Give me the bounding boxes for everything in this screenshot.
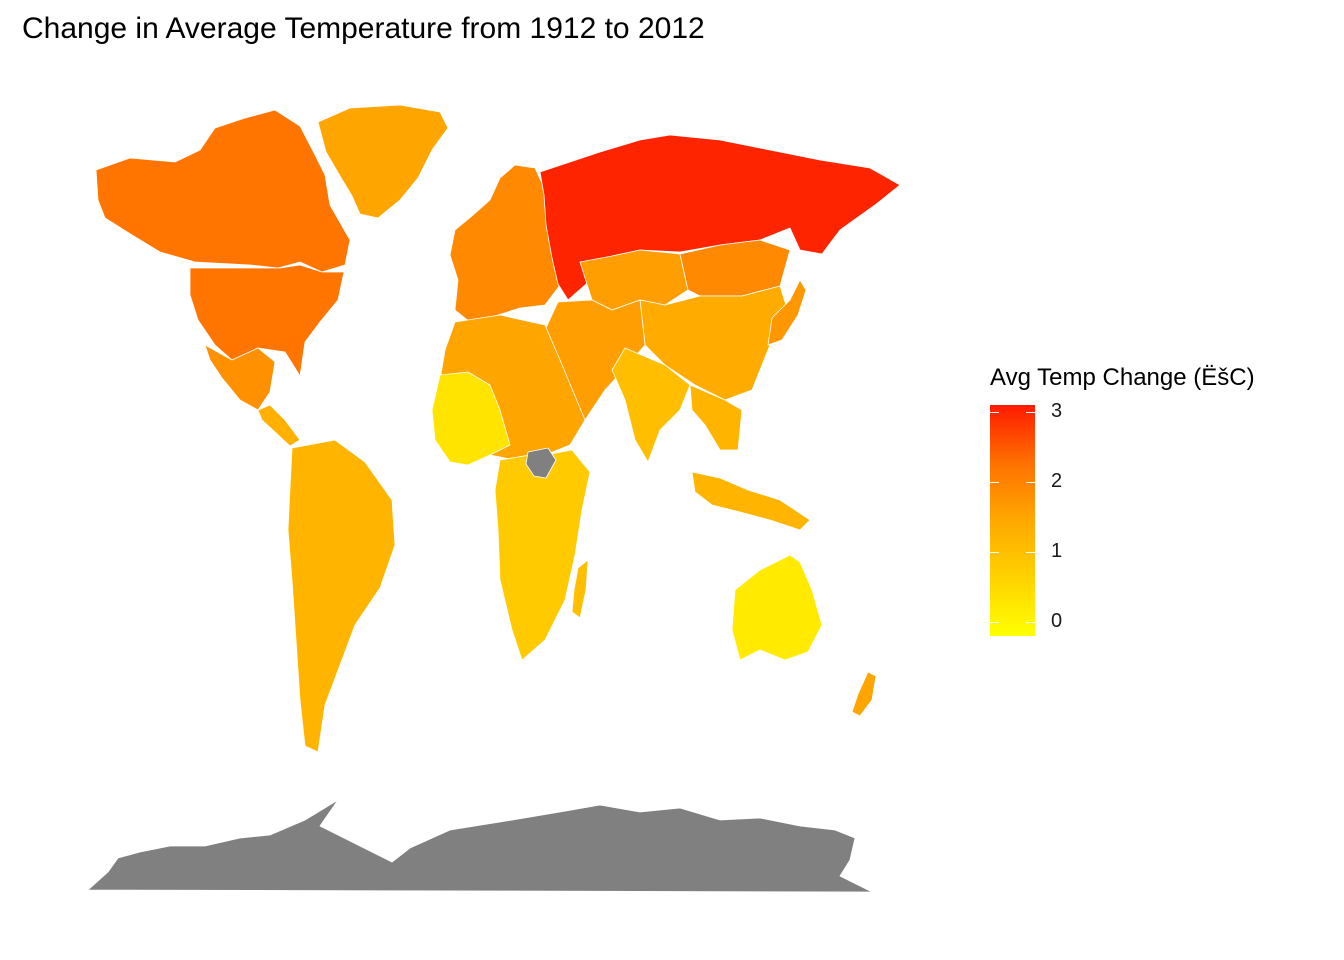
region-australia (731, 554, 823, 661)
legend-tick-mark (990, 622, 999, 623)
region-madagascar (571, 559, 589, 619)
region-south-america (287, 439, 396, 753)
region-greenland (317, 104, 449, 219)
legend-tick-mark (1026, 412, 1035, 413)
region-new-zealand (851, 671, 877, 717)
legend-tick-mark (990, 552, 999, 553)
region-united-states (189, 264, 345, 377)
world-map (87, 104, 901, 893)
region-southeast-asia (689, 384, 743, 451)
legend-title: Avg Temp Change (ËšC) (990, 364, 1255, 391)
region-japan (767, 279, 807, 346)
legend-tick-mark (1026, 552, 1035, 553)
map-title: Change in Average Temperature from 1912 … (22, 12, 705, 45)
region-central-america (257, 404, 301, 447)
legend-tick-label: 3 (1051, 400, 1063, 422)
legend-tick-mark (990, 412, 999, 413)
legend-tick-label: 0 (1051, 610, 1063, 632)
legend-tick-label: 2 (1051, 470, 1063, 492)
region-india (611, 347, 691, 463)
region-antarctica (87, 799, 873, 893)
region-russia (539, 134, 901, 301)
region-west-africa (431, 371, 511, 466)
region-south-sudan (525, 447, 557, 479)
region-indonesia (691, 471, 811, 531)
region-central-southern-africa (494, 449, 591, 661)
legend-tick-mark (1026, 622, 1035, 623)
region-canada (95, 109, 351, 273)
legend-tick-mark (990, 482, 999, 483)
legend-colorbar (990, 405, 1035, 636)
legend-tick-mark (1026, 482, 1035, 483)
legend-tick-label: 1 (1051, 540, 1063, 562)
region-kazakhstan (579, 249, 689, 311)
region-mexico (204, 344, 276, 411)
